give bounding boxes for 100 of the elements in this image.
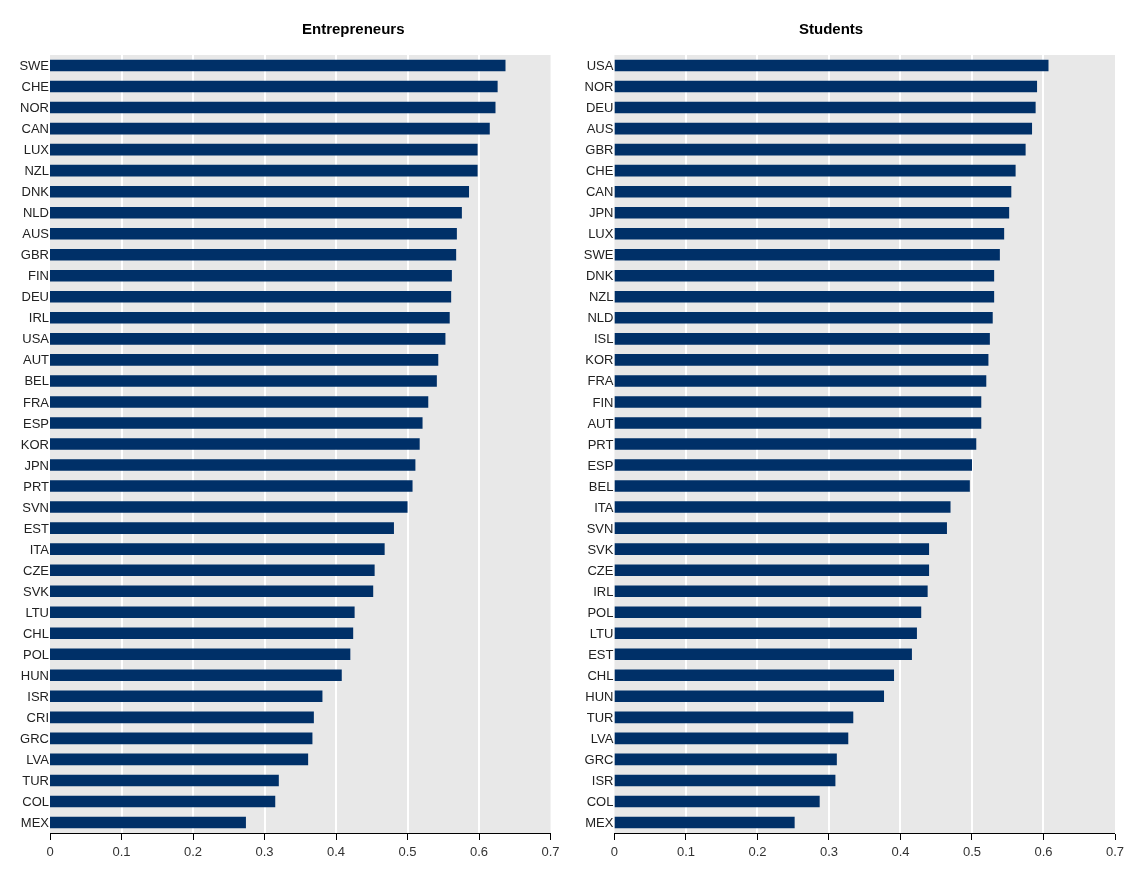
y-tick-label: CAN [21,121,49,137]
y-tick-label: AUS [22,226,50,242]
bar [50,164,478,177]
bar [614,459,972,471]
y-tick-label: ITA [29,541,50,557]
bar [614,185,1012,198]
y-tick-label: CHL [22,625,49,641]
bar [50,564,375,576]
y-tick-label: DEU [21,289,49,305]
y-tick-label: AUS [586,121,614,137]
x-tick-label: 0.5 [398,843,417,859]
bar [614,522,947,534]
x-tick-label: 0.5 [962,843,982,859]
bar [50,669,342,682]
y-tick-label: IRL [593,583,614,599]
bar [50,354,439,366]
y-tick-label: CAN [586,184,614,200]
y-tick-label: LVA [26,751,50,767]
x-tick-label: 0.4 [891,843,910,859]
y-tick-label: NZL [24,163,49,179]
bar [50,648,351,661]
y-tick-label: ITA [594,499,614,515]
bar [50,459,416,471]
y-tick-label: MEX [20,815,50,831]
y-tick-label: SWE [19,58,50,74]
bar [614,270,995,282]
bar [614,164,1016,177]
x-tick-label: 0.2 [183,843,203,859]
y-tick-label: ISL [593,331,614,347]
y-tick-label: DEU [586,100,614,116]
y-tick-label: MEX [585,815,614,831]
bar [614,206,1010,219]
y-tick-label: SVK [22,583,50,599]
y-tick-label: EST [23,520,50,536]
x-tick-label: 0.2 [748,843,767,859]
bar [614,732,849,745]
y-tick-label: CRI [26,709,49,725]
y-tick-label: KOR [585,352,614,368]
bar [50,543,385,555]
chart-title: Entrepreneurs [302,20,405,37]
bar [614,248,1000,261]
x-tick-label: 0.3 [819,843,839,859]
bar [614,543,930,555]
y-tick-label: GRC [20,730,49,746]
y-tick-label: IRL [28,310,49,326]
y-tick-label: JPN [24,457,49,473]
bar [50,185,470,198]
bar [50,732,313,745]
bar [50,774,279,787]
y-tick-label: NLD [587,310,614,326]
y-tick-label: CHE [21,79,50,95]
bar [50,312,450,324]
bar [614,564,930,576]
y-tick-label: LTU [25,604,49,620]
x-tick-label: 0.1 [112,843,131,859]
bar [614,795,820,808]
bar [614,585,928,597]
y-tick-label: CHE [586,163,614,179]
bar [614,711,854,724]
chart-title: Students [799,20,864,37]
x-tick-label: 0 [46,843,54,859]
x-tick-label: 0.7 [541,843,560,859]
bar [50,59,506,72]
bar [50,143,478,156]
bar [50,417,423,429]
y-tick-label: NOR [20,100,49,116]
bar [50,227,457,240]
y-tick-label: NLD [22,205,49,221]
y-tick-label: LVA [590,730,614,746]
y-tick-label: JPN [588,205,614,221]
bar [614,627,917,640]
bar [50,606,355,618]
y-tick-label: HUN [20,667,49,683]
y-tick-label: COL [586,794,614,810]
bar [614,227,1005,240]
x-tick-label: 0.6 [470,843,489,859]
bar [50,711,314,724]
y-tick-label: PRT [23,478,50,494]
y-tick-label: SVN [22,499,49,515]
y-tick-label: AUT [23,352,50,368]
y-tick-label: ISR [27,688,49,704]
y-tick-label: ESP [22,415,49,431]
bar [614,80,1038,93]
y-tick-label: FIN [592,394,614,410]
y-tick-label: EST [588,646,614,662]
bar [614,690,885,703]
y-tick-label: BEL [588,478,614,494]
bar [614,669,895,682]
y-tick-label: NOR [584,79,614,95]
y-tick-label: CZE [23,562,50,578]
bar [50,816,246,829]
bar [50,122,490,135]
y-tick-label: GRC [584,751,614,767]
bar [614,753,837,766]
y-tick-label: COL [22,794,49,810]
bar [50,101,496,114]
y-tick-label: USA [586,58,614,74]
y-tick-label: NZL [588,289,614,305]
bar [50,291,452,303]
y-tick-label: GBR [20,247,49,263]
